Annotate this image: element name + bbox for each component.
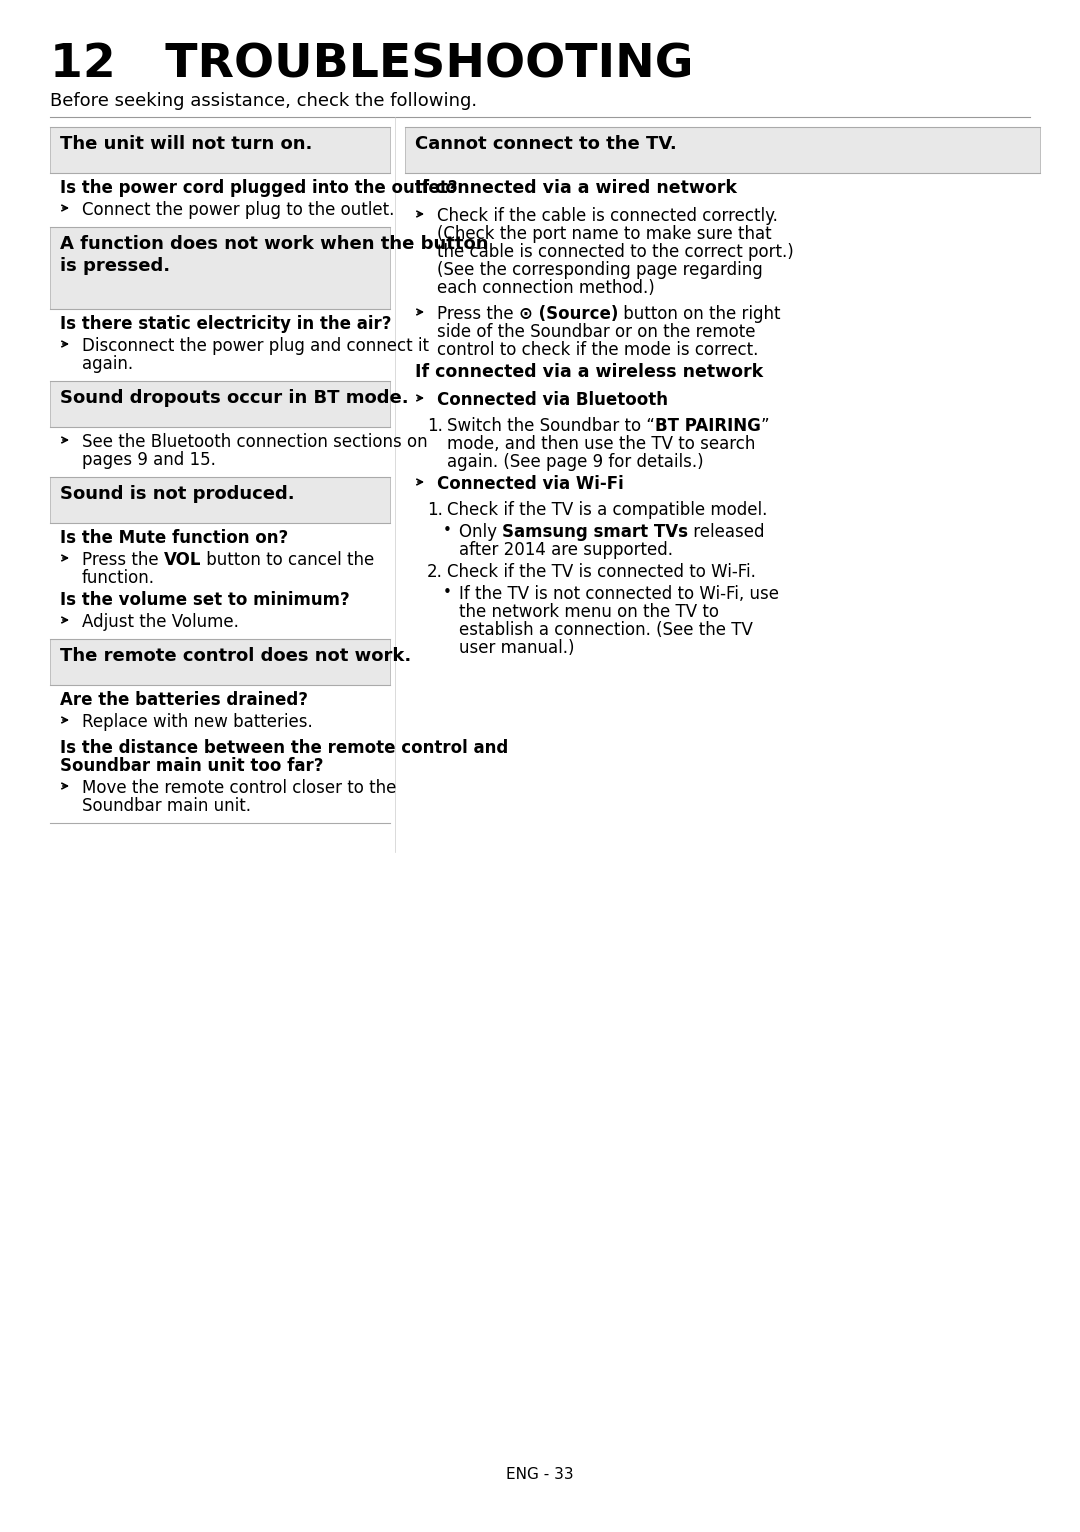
Text: again.: again. (82, 355, 133, 372)
Text: The unit will not turn on.: The unit will not turn on. (60, 135, 312, 153)
Text: 1.: 1. (427, 417, 443, 435)
Text: Before seeking assistance, check the following.: Before seeking assistance, check the fol… (50, 92, 477, 110)
Text: the cable is connected to the correct port.): the cable is connected to the correct po… (437, 244, 794, 260)
FancyBboxPatch shape (405, 127, 1040, 173)
Text: VOL: VOL (164, 552, 201, 568)
Text: Sound is not produced.: Sound is not produced. (60, 486, 295, 502)
Text: Sound dropouts occur in BT mode.: Sound dropouts occur in BT mode. (60, 389, 408, 408)
Text: Press the: Press the (437, 305, 518, 323)
Text: Check if the TV is a compatible model.: Check if the TV is a compatible model. (447, 501, 768, 519)
Text: A function does not work when the button: A function does not work when the button (60, 234, 488, 253)
Text: Is the Mute function on?: Is the Mute function on? (60, 529, 288, 547)
Text: Press the: Press the (82, 552, 164, 568)
Text: Cannot connect to the TV.: Cannot connect to the TV. (415, 135, 677, 153)
Text: Switch the Soundbar to “: Switch the Soundbar to “ (447, 417, 654, 435)
Text: Are the batteries drained?: Are the batteries drained? (60, 691, 308, 709)
Text: See the Bluetooth connection sections on: See the Bluetooth connection sections on (82, 434, 428, 450)
Text: Disconnect the power plug and connect it: Disconnect the power plug and connect it (82, 337, 429, 355)
Text: side of the Soundbar or on the remote: side of the Soundbar or on the remote (437, 323, 756, 342)
FancyBboxPatch shape (50, 381, 390, 427)
Text: Is the volume set to minimum?: Is the volume set to minimum? (60, 591, 350, 610)
Text: The remote control does not work.: The remote control does not work. (60, 647, 411, 665)
Text: BT PAIRING: BT PAIRING (654, 417, 760, 435)
Text: the network menu on the TV to: the network menu on the TV to (459, 604, 719, 620)
Text: (See the corresponding page regarding: (See the corresponding page regarding (437, 260, 762, 279)
Text: Samsung smart TVs: Samsung smart TVs (502, 522, 688, 541)
Text: Is the distance between the remote control and: Is the distance between the remote contr… (60, 738, 509, 757)
Text: mode, and then use the TV to search: mode, and then use the TV to search (447, 435, 755, 453)
FancyBboxPatch shape (50, 227, 390, 309)
Text: ENG - 33: ENG - 33 (507, 1468, 573, 1481)
Text: Replace with new batteries.: Replace with new batteries. (82, 712, 313, 731)
Text: Only: Only (459, 522, 502, 541)
FancyBboxPatch shape (50, 127, 390, 173)
Text: Move the remote control closer to the: Move the remote control closer to the (82, 778, 396, 797)
Text: released: released (688, 522, 765, 541)
Text: Soundbar main unit too far?: Soundbar main unit too far? (60, 757, 324, 775)
Text: If the TV is not connected to Wi-Fi, use: If the TV is not connected to Wi-Fi, use (459, 585, 779, 604)
Text: •: • (443, 585, 451, 601)
Text: control to check if the mode is correct.: control to check if the mode is correct. (437, 342, 758, 358)
Text: (Check the port name to make sure that: (Check the port name to make sure that (437, 225, 771, 244)
Text: Is the power cord plugged into the outlet?: Is the power cord plugged into the outle… (60, 179, 458, 198)
Text: user manual.): user manual.) (459, 639, 575, 657)
Text: Adjust the Volume.: Adjust the Volume. (82, 613, 239, 631)
Text: establish a connection. (See the TV: establish a connection. (See the TV (459, 620, 753, 639)
Text: 1.: 1. (427, 501, 443, 519)
Text: Connect the power plug to the outlet.: Connect the power plug to the outlet. (82, 201, 394, 219)
Text: Connected via Wi-Fi: Connected via Wi-Fi (437, 475, 624, 493)
Text: pages 9 and 15.: pages 9 and 15. (82, 450, 216, 469)
Text: Check if the TV is connected to Wi-Fi.: Check if the TV is connected to Wi-Fi. (447, 562, 756, 581)
Text: button on the right: button on the right (618, 305, 781, 323)
Text: If connected via a wired network: If connected via a wired network (415, 179, 737, 198)
Text: Check if the cable is connected correctly.: Check if the cable is connected correctl… (437, 207, 778, 225)
Text: each connection method.): each connection method.) (437, 279, 654, 297)
Text: Is there static electricity in the air?: Is there static electricity in the air? (60, 316, 391, 332)
Text: Connected via Bluetooth: Connected via Bluetooth (437, 391, 669, 409)
Text: ⊙ (Source): ⊙ (Source) (518, 305, 618, 323)
Text: Soundbar main unit.: Soundbar main unit. (82, 797, 251, 815)
FancyBboxPatch shape (50, 476, 390, 522)
Text: •: • (443, 522, 451, 538)
Text: after 2014 are supported.: after 2014 are supported. (459, 541, 673, 559)
Text: If connected via a wireless network: If connected via a wireless network (415, 363, 764, 381)
Text: 12   TROUBLESHOOTING: 12 TROUBLESHOOTING (50, 41, 693, 87)
Text: function.: function. (82, 568, 156, 587)
Text: again. (See page 9 for details.): again. (See page 9 for details.) (447, 453, 704, 470)
FancyBboxPatch shape (50, 639, 390, 685)
Text: ”: ” (760, 417, 769, 435)
Text: is pressed.: is pressed. (60, 257, 171, 276)
Text: button to cancel the: button to cancel the (201, 552, 375, 568)
Text: 2.: 2. (427, 562, 443, 581)
